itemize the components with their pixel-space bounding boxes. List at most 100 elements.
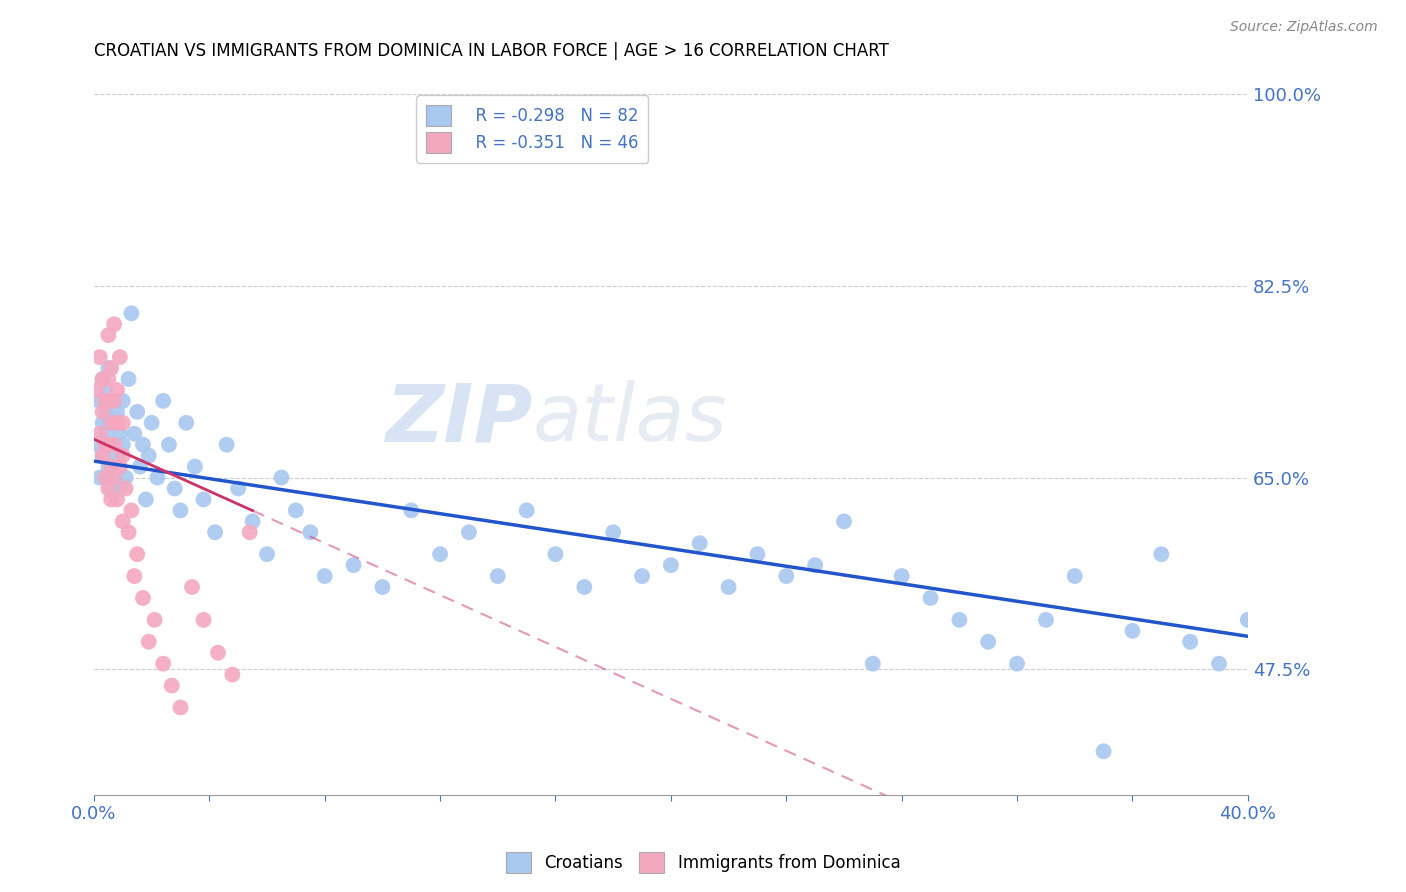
Point [127, 547, 149, 561]
Point [100, 492, 122, 507]
Point [114, 482, 136, 496]
Point [100, 393, 122, 408]
Point [108, 459, 131, 474]
Point [157, 438, 180, 452]
Point [94, 470, 117, 484]
Point [86, 383, 108, 397]
Point [169, 503, 191, 517]
Point [132, 591, 155, 605]
Point [94, 426, 117, 441]
Point [143, 613, 166, 627]
Point [91, 449, 114, 463]
Point [239, 525, 262, 540]
Point [97, 361, 120, 376]
Point [91, 372, 114, 386]
Point [1005, 657, 1028, 671]
Point [89, 470, 111, 484]
Legend:   R = -0.298   N = 82,   R = -0.351   N = 46: R = -0.298 N = 82, R = -0.351 N = 46 [416, 95, 648, 162]
Point [124, 569, 146, 583]
Point [117, 525, 139, 540]
Point [94, 383, 117, 397]
Point [747, 547, 769, 561]
Point [97, 416, 120, 430]
Point [103, 318, 125, 332]
Point [89, 393, 111, 408]
Point [111, 416, 134, 430]
Point [100, 361, 122, 376]
Point [486, 569, 509, 583]
Point [270, 470, 292, 484]
Point [284, 503, 307, 517]
Point [132, 438, 155, 452]
Point [138, 449, 160, 463]
Point [141, 416, 163, 430]
Point [181, 580, 204, 594]
Point [207, 646, 229, 660]
Point [832, 514, 855, 528]
Point [91, 405, 114, 419]
Point [1208, 657, 1230, 671]
Point [111, 438, 134, 452]
Point [91, 416, 114, 430]
Point [242, 514, 264, 528]
Point [103, 438, 125, 452]
Point [299, 525, 322, 540]
Point [120, 503, 142, 517]
Point [1150, 547, 1173, 561]
Point [717, 580, 740, 594]
Point [256, 547, 278, 561]
Point [105, 405, 128, 419]
Point [920, 591, 942, 605]
Point [948, 613, 970, 627]
Point [342, 558, 364, 573]
Point [659, 558, 682, 573]
Point [204, 525, 226, 540]
Point [100, 438, 122, 452]
Point [127, 405, 149, 419]
Point [124, 426, 146, 441]
Point [226, 482, 249, 496]
Point [152, 657, 174, 671]
Point [160, 679, 183, 693]
Point [103, 393, 125, 408]
Point [111, 514, 134, 528]
Point [103, 416, 125, 430]
Point [94, 405, 117, 419]
Text: atlas: atlas [533, 380, 727, 458]
Point [97, 482, 120, 496]
Point [100, 482, 122, 496]
Point [103, 470, 125, 484]
Point [108, 482, 131, 496]
Point [399, 503, 422, 517]
Point [221, 667, 243, 681]
Point [631, 569, 654, 583]
Point [371, 580, 394, 594]
Point [804, 558, 827, 573]
Point [574, 580, 596, 594]
Point [193, 492, 215, 507]
Point [100, 459, 122, 474]
Point [91, 372, 114, 386]
Point [105, 492, 128, 507]
Point [94, 438, 117, 452]
Point [120, 306, 142, 320]
Point [97, 459, 120, 474]
Text: ZIP: ZIP [385, 380, 533, 458]
Point [111, 449, 134, 463]
Point [184, 459, 207, 474]
Point [89, 350, 111, 364]
Point [94, 393, 117, 408]
Point [516, 503, 538, 517]
Point [129, 459, 152, 474]
Point [163, 482, 186, 496]
Point [105, 416, 128, 430]
Point [89, 426, 111, 441]
Text: Source: ZipAtlas.com: Source: ZipAtlas.com [1230, 20, 1378, 34]
Point [146, 470, 169, 484]
Point [91, 449, 114, 463]
Point [1092, 744, 1115, 758]
Point [108, 426, 131, 441]
Point [429, 547, 451, 561]
Point [97, 393, 120, 408]
Legend: Croatians, Immigrants from Dominica: Croatians, Immigrants from Dominica [499, 846, 907, 880]
